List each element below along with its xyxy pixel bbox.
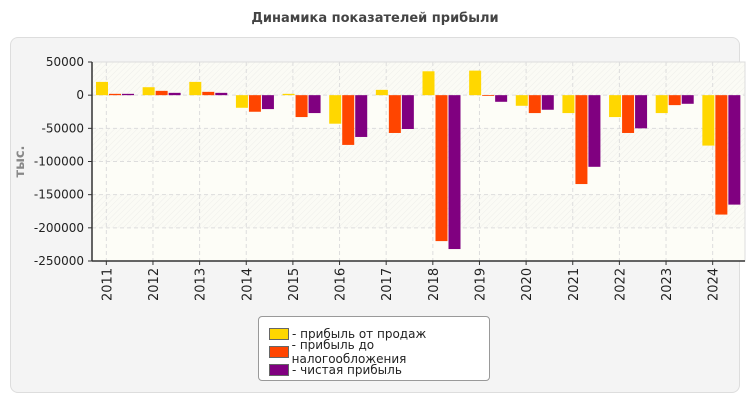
legend-item: - прибыль до налогообложения	[269, 338, 489, 366]
x-tick-label: 2018	[427, 268, 442, 301]
legend-item: - прибыль от продаж	[269, 325, 489, 343]
bar-2024-series-3	[728, 95, 741, 205]
bar-2023-series-2	[668, 95, 681, 106]
x-tick-label: 2019	[473, 268, 488, 301]
plot-band	[92, 161, 745, 195]
x-tick-label: 2012	[147, 268, 162, 301]
x-tick-label: 2023	[660, 268, 675, 301]
bar-2011-series-2	[109, 93, 121, 96]
bar-2013-series-3	[215, 92, 228, 96]
bar-2012-series-1	[142, 87, 155, 96]
x-tick-label: 2022	[613, 268, 628, 301]
legend-label: - чистая прибыль	[292, 363, 402, 377]
legend-swatch	[269, 346, 289, 358]
bar-2023-series-1	[655, 95, 668, 114]
bar-2019-series-2	[482, 95, 495, 96]
y-tick-label: -100000	[34, 155, 84, 169]
legend: - прибыль от продаж - прибыль до налогооб…	[258, 316, 490, 381]
bar-2021-series-1	[562, 95, 575, 114]
plot-band	[92, 227, 745, 261]
bar-2017-series-3	[401, 95, 414, 129]
legend-label: - прибыль от продаж	[292, 327, 427, 341]
bar-2011-series-3	[122, 93, 134, 96]
x-tick-label: 2021	[567, 268, 582, 301]
plot-band	[92, 128, 745, 162]
bar-2020-series-1	[515, 95, 528, 106]
y-tick-label: -250000	[34, 254, 84, 268]
bar-2023-series-3	[681, 95, 694, 104]
y-tick-label: -200000	[34, 221, 84, 235]
bar-2016-series-3	[355, 95, 368, 137]
bar-2014-series-3	[261, 95, 274, 110]
y-tick-label: 50000	[46, 55, 84, 69]
bar-2018-series-3	[448, 95, 461, 250]
bar-2015-series-3	[308, 95, 321, 114]
bar-2017-series-1	[375, 89, 388, 96]
bar-2022-series-3	[635, 95, 648, 129]
bar-2021-series-2	[575, 95, 588, 185]
bar-2022-series-1	[609, 95, 622, 118]
bar-2014-series-1	[235, 95, 248, 108]
bar-2024-series-1	[702, 95, 715, 146]
plot-band	[92, 194, 745, 228]
bar-2018-series-2	[435, 95, 448, 242]
bar-2016-series-1	[329, 95, 342, 124]
bar-2013-series-1	[189, 81, 202, 96]
bar-2012-series-2	[155, 90, 168, 96]
x-tick-label: 2016	[334, 268, 349, 301]
x-tick-label: 2013	[194, 268, 209, 301]
bar-2022-series-2	[622, 95, 635, 133]
x-tick-label: 2014	[240, 268, 255, 301]
legend-label: - прибыль до налогообложения	[291, 338, 407, 366]
bar-2015-series-2	[295, 95, 308, 118]
y-tick-label: -50000	[41, 121, 84, 135]
bar-2012-series-3	[168, 92, 181, 96]
bar-2016-series-2	[342, 95, 355, 145]
bar-2015-series-1	[282, 93, 295, 96]
bar-2019-series-3	[495, 95, 508, 102]
x-tick-label: 2015	[287, 268, 302, 301]
bar-2020-series-3	[541, 95, 554, 110]
bar-2014-series-2	[248, 95, 261, 112]
y-tick-label: -150000	[34, 188, 84, 202]
x-tick-label: 2011	[100, 268, 115, 301]
x-tick-label: 2017	[380, 268, 395, 301]
chart-title: Динамика показателей прибыли	[251, 11, 499, 26]
bar-2019-series-1	[469, 70, 482, 96]
bar-2021-series-3	[588, 95, 601, 167]
bar-2018-series-1	[422, 71, 435, 96]
bar-2017-series-2	[388, 95, 401, 133]
bar-2020-series-2	[528, 95, 541, 114]
y-axis-label: тыс.	[13, 146, 28, 178]
bar-2011-series-1	[96, 81, 108, 96]
y-tick-label: 0	[76, 88, 84, 102]
x-tick-label: 2020	[520, 268, 535, 301]
legend-swatch	[269, 328, 289, 340]
legend-swatch	[269, 364, 289, 376]
legend-item: - чистая прибыль	[269, 361, 489, 379]
x-tick-label: 2024	[707, 268, 722, 301]
bar-2024-series-2	[715, 95, 728, 215]
bar-2013-series-2	[202, 91, 215, 96]
